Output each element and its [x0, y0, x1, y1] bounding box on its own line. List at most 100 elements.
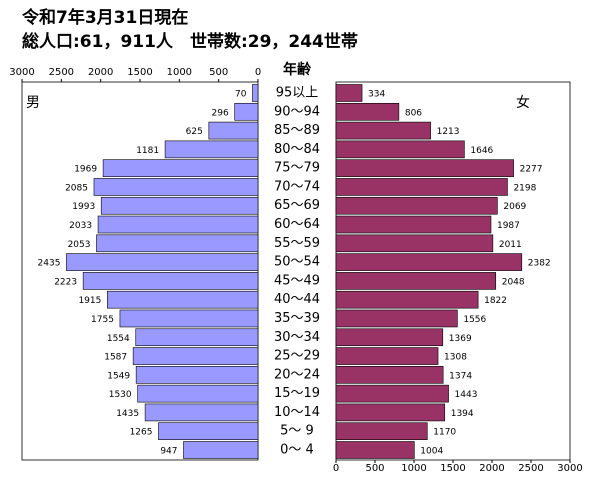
bar: [97, 215, 259, 234]
value-label: 1646: [470, 146, 493, 156]
value-label: 2198: [513, 183, 536, 193]
bar: [144, 403, 259, 422]
bar: [335, 253, 523, 271]
age-label: 45～49: [274, 273, 320, 288]
value-label: 334: [368, 90, 385, 100]
bar: [252, 84, 259, 102]
age-label: 90～94: [274, 104, 320, 119]
age-label: 5～ 9: [280, 424, 314, 439]
bar: [158, 422, 259, 441]
age-label: 0～ 4: [280, 443, 314, 458]
age-label: 85～89: [274, 123, 320, 138]
value-label: 2048: [502, 277, 525, 287]
value-label: 2011: [499, 240, 522, 250]
value-label: 1004: [420, 447, 443, 457]
bar: [208, 121, 259, 140]
bar: [119, 309, 259, 328]
bar: [96, 234, 259, 253]
bar: [132, 347, 259, 365]
value-label: 1308: [444, 353, 467, 363]
value-label: 806: [405, 108, 422, 118]
x-tick-label: 1500: [127, 67, 152, 78]
value-label: 1374: [449, 371, 472, 381]
x-tick-label: 0: [255, 67, 261, 78]
chart-title: 令和7年3月31日現在: [22, 7, 188, 28]
value-label: 625: [186, 127, 203, 137]
value-label: 2069: [503, 202, 526, 212]
value-label: 2085: [65, 183, 88, 193]
bar: [335, 215, 492, 234]
age-label: 55～59: [274, 236, 320, 251]
bar: [335, 366, 444, 384]
age-label: 30～34: [274, 330, 320, 345]
value-label: 1554: [107, 334, 130, 344]
value-label: 1987: [497, 221, 520, 231]
value-label: 2277: [520, 165, 543, 175]
bar: [335, 422, 428, 441]
value-label: 70: [235, 90, 247, 100]
value-label: 2223: [54, 277, 77, 287]
bar: [100, 196, 259, 215]
age-label: 60～64: [274, 217, 320, 232]
x-tick-label: 1000: [167, 67, 192, 78]
age-label: 10～14: [274, 405, 320, 420]
bar: [335, 196, 498, 215]
x-tick-label: 0: [333, 463, 339, 474]
value-label: 1265: [130, 428, 153, 438]
x-tick-label: 2500: [49, 67, 74, 78]
bar: [107, 290, 259, 309]
bar: [335, 140, 465, 159]
bar: [335, 234, 494, 253]
bar: [135, 366, 259, 384]
value-label: 1435: [116, 409, 139, 419]
age-label: 40～44: [274, 292, 320, 307]
bar: [335, 102, 400, 121]
bar: [335, 290, 479, 309]
x-tick-label: 2000: [88, 67, 113, 78]
value-label: 2435: [38, 259, 61, 269]
bar: [335, 328, 444, 347]
value-label: 1181: [136, 146, 159, 156]
value-label: 947: [160, 447, 177, 457]
legend-label: 男: [26, 95, 40, 111]
bar: [66, 253, 259, 271]
legend-label: 女: [516, 94, 530, 111]
value-label: 1915: [78, 296, 101, 306]
age-label: 75～79: [274, 161, 320, 176]
value-label: 1549: [107, 371, 130, 381]
bar: [335, 84, 363, 102]
chart-subtitle: 総人口:61，911人 世帯数:29，244世帯: [22, 31, 358, 52]
value-label: 1822: [484, 296, 507, 306]
x-tick-label: 500: [365, 463, 384, 474]
x-tick-label: 2000: [479, 463, 504, 474]
bar: [335, 159, 514, 177]
value-label: 1969: [74, 165, 97, 175]
age-label: 95以上: [276, 86, 319, 101]
value-label: 2053: [68, 240, 91, 250]
value-label: 1394: [451, 409, 474, 419]
x-tick-label: 3000: [9, 67, 34, 78]
bar: [183, 441, 259, 459]
age-label: 35～39: [274, 311, 320, 326]
x-tick-label: 3000: [557, 463, 582, 474]
bar: [335, 272, 497, 290]
value-label: 296: [212, 108, 229, 118]
x-tick-label: 2500: [518, 463, 543, 474]
value-label: 2382: [528, 259, 551, 269]
y-axis-label: 年齢: [283, 61, 312, 78]
x-tick-label: 1500: [440, 463, 465, 474]
bar: [335, 403, 446, 422]
bar: [335, 384, 449, 403]
value-label: 1369: [449, 334, 472, 344]
bar: [137, 384, 259, 403]
value-label: 1755: [91, 315, 114, 325]
age-label: 70～74: [274, 179, 320, 194]
bar: [335, 441, 415, 459]
value-label: 1213: [437, 127, 460, 137]
age-label: 50～54: [274, 255, 320, 270]
value-label: 1587: [104, 353, 127, 363]
x-tick-label: 1000: [401, 463, 426, 474]
bar: [102, 159, 259, 177]
value-label: 1556: [463, 315, 486, 325]
